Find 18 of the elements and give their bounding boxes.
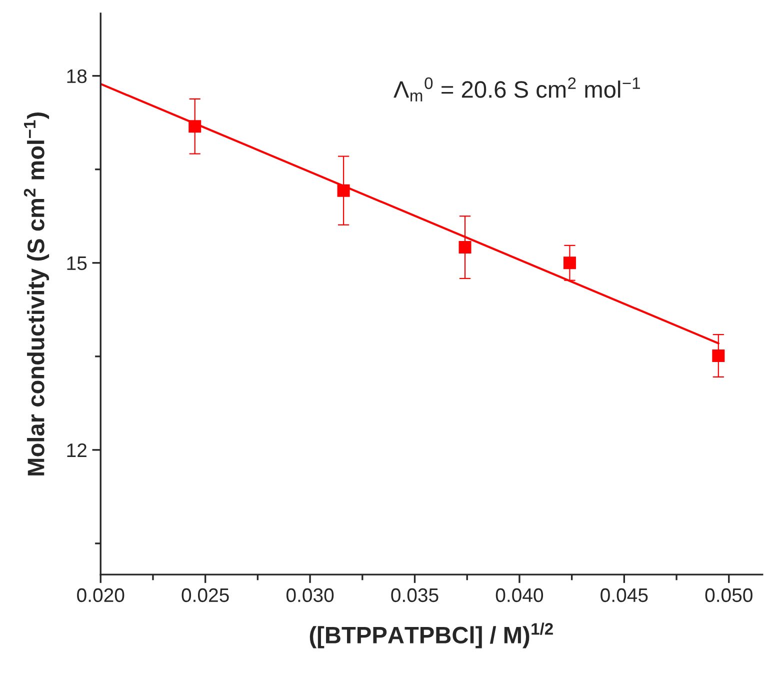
- point: [458, 241, 472, 254]
- annotation: Λ$_{m}$$^{0}$ = 20.6 S cm$^{2}$ mol$^{−1}$: [394, 77, 640, 102]
- x-tick-label: 0.040: [496, 588, 544, 602]
- x-tick-label: 0.035: [391, 588, 438, 602]
- point: [337, 184, 350, 197]
- point: [712, 350, 725, 362]
- x-tick-label: 0.030: [286, 588, 334, 602]
- y-tick-label: 12: [67, 443, 86, 457]
- y-tick-label: 18: [67, 69, 87, 84]
- x-tick-label: 0.020: [77, 588, 124, 602]
- point: [188, 120, 202, 133]
- x-tick-label: 0.050: [705, 588, 752, 602]
- x-axis-title: ([BTPPATPBCl] / M)$^{1/2}$: [310, 622, 553, 648]
- point: [563, 256, 576, 270]
- y-axis-title: Molar conductivity (S cm$^{2}$ mol$^{−1}$): [24, 112, 50, 476]
- x-tick-label: 0.025: [182, 588, 229, 602]
- y-tick-label: 15: [67, 256, 87, 270]
- x-tick-label: 0.045: [600, 588, 648, 602]
